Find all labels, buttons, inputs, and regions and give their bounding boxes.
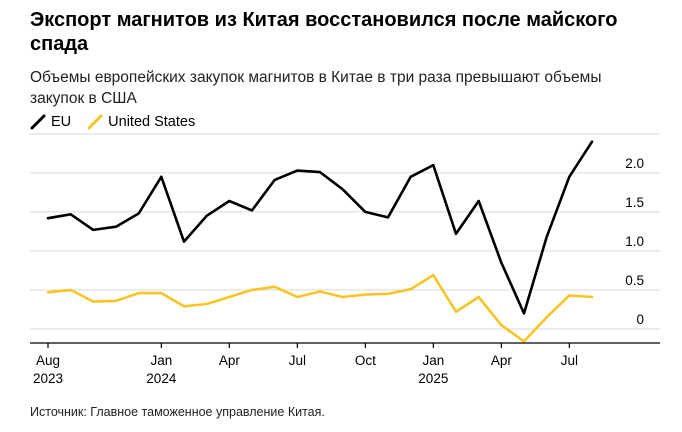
series-line-us (46, 273, 594, 343)
chart-title: Экспорт магнитов из Китая восстановился … (30, 9, 618, 55)
line-chart: 0 0.5 1.0 1.5 2.0 2.5K tons Aug 2023 Jan 2024 Apr… (30, 130, 660, 386)
x-tick-label: Apr (219, 353, 241, 368)
legend-swatch-us (87, 114, 103, 130)
legend-label-us: United States (108, 114, 196, 130)
source-note: Источник: Главное таможенное управление … (30, 405, 325, 419)
x-tick-label: Oct (355, 353, 376, 368)
x-tick-year: 2025 (418, 371, 448, 386)
x-tick-label: Jan (150, 353, 172, 368)
y-tick-label: 0 (636, 312, 644, 327)
legend: EU United States (30, 113, 211, 131)
y-tick-label: 1.0 (625, 234, 644, 249)
y-tick-label: 0.5 (625, 273, 644, 288)
x-tick-label: Jul (561, 353, 578, 368)
x-tick-label: Aug (36, 353, 60, 368)
y-tick-label: 1.5 (625, 195, 644, 210)
chart-subtitle: Объемы европейских закупок магнитов в Ки… (30, 69, 602, 107)
y-axis-labels: 0 0.5 1.0 1.5 2.0 2.5K tons (587, 130, 644, 327)
legend-swatch-eu (30, 114, 46, 130)
gridlines (30, 133, 660, 330)
x-tick-label: Jul (289, 353, 306, 368)
x-tick-label: Jan (422, 353, 444, 368)
legend-item-us: United States (87, 114, 195, 130)
series-line-eu (46, 140, 594, 315)
y-tick-label: 2.0 (625, 156, 644, 171)
series-lines (46, 140, 594, 343)
legend-label-eu: EU (51, 114, 72, 130)
y-tick-label: 2.5K tons (587, 130, 644, 132)
x-tick-year: 2024 (146, 371, 177, 386)
legend-item-eu: EU (30, 114, 71, 130)
x-axis: Aug 2023 Jan 2024 Apr Jul Oct Jan 2025 Apr Jul (30, 342, 660, 386)
x-tick-label: Apr (491, 353, 513, 368)
x-tick-year: 2023 (33, 371, 63, 386)
